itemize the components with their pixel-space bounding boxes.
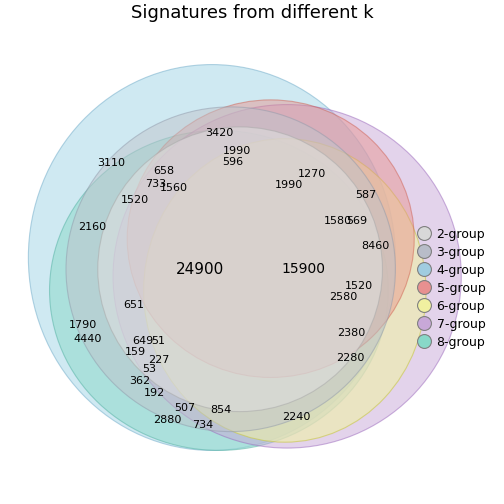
- Text: 1580: 1580: [324, 216, 352, 226]
- Text: 1270: 1270: [298, 169, 326, 179]
- Text: 2580: 2580: [330, 292, 358, 302]
- Text: 1560: 1560: [160, 183, 188, 194]
- Ellipse shape: [113, 104, 461, 448]
- Text: 854: 854: [211, 405, 232, 415]
- Text: 651: 651: [123, 299, 144, 309]
- Text: 596: 596: [222, 157, 243, 167]
- Text: 4440: 4440: [73, 334, 101, 344]
- Text: 227: 227: [148, 355, 169, 364]
- Text: 733: 733: [145, 178, 166, 188]
- Text: 2380: 2380: [338, 328, 366, 338]
- Text: 8460: 8460: [361, 241, 389, 250]
- Ellipse shape: [144, 139, 426, 442]
- Text: 3110: 3110: [98, 158, 125, 168]
- Text: 1790: 1790: [69, 320, 98, 330]
- Text: 24900: 24900: [176, 262, 224, 277]
- Text: 1520: 1520: [121, 195, 149, 205]
- Ellipse shape: [98, 127, 383, 412]
- Ellipse shape: [49, 131, 389, 451]
- Text: 2880: 2880: [153, 415, 181, 425]
- Text: 53: 53: [142, 364, 156, 374]
- Text: 507: 507: [174, 403, 196, 413]
- Ellipse shape: [28, 65, 396, 451]
- Text: 1990: 1990: [223, 146, 251, 156]
- Ellipse shape: [66, 107, 396, 431]
- Text: 1990: 1990: [275, 179, 303, 190]
- Text: 2240: 2240: [282, 412, 311, 422]
- Text: 2280: 2280: [337, 353, 365, 363]
- Title: Signatures from different k: Signatures from different k: [131, 4, 373, 22]
- Text: 159: 159: [124, 347, 146, 357]
- Text: 3420: 3420: [205, 128, 233, 138]
- Text: 51: 51: [151, 336, 165, 346]
- Text: 2160: 2160: [78, 222, 106, 232]
- Legend: 2-group, 3-group, 4-group, 5-group, 6-group, 7-group, 8-group: 2-group, 3-group, 4-group, 5-group, 6-gr…: [413, 223, 490, 354]
- Text: 569: 569: [346, 216, 367, 226]
- Text: 362: 362: [130, 376, 151, 386]
- Text: 15900: 15900: [282, 262, 326, 276]
- Text: 658: 658: [153, 166, 174, 176]
- Text: 587: 587: [355, 190, 376, 200]
- Ellipse shape: [127, 100, 414, 377]
- Text: 649: 649: [132, 336, 153, 346]
- Text: 192: 192: [143, 388, 165, 398]
- Text: 734: 734: [192, 420, 213, 430]
- Text: 1520: 1520: [345, 281, 373, 291]
